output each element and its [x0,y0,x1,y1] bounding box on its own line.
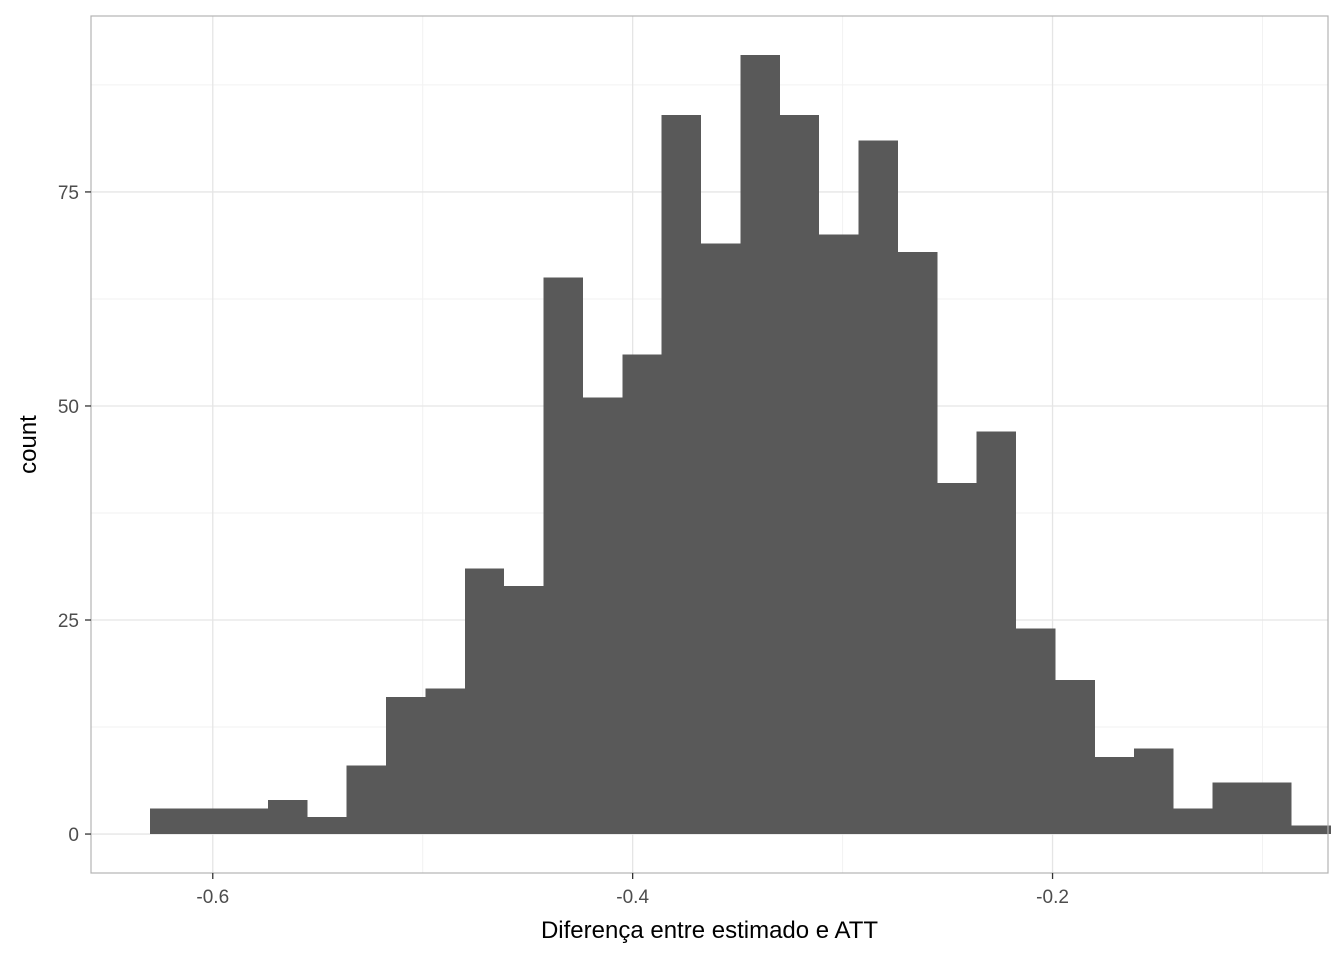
histogram-bar [425,688,465,835]
histogram-bar [779,114,820,835]
y-tick-label: 0 [68,825,79,846]
histogram-bar [661,114,702,835]
histogram-bar [1291,825,1331,835]
histogram-bar [228,808,268,835]
y-tick-label: 50 [58,397,79,418]
histogram-bar [346,765,387,835]
x-axis-title: Diferença entre estimado e ATT [541,917,878,944]
histogram-bar [582,397,623,835]
x-tick-label: -0.2 [1036,887,1069,908]
x-tick-label: -0.4 [616,887,649,908]
histogram-bar [976,431,1017,835]
histogram-bar [189,808,229,835]
histogram-bar [267,799,308,835]
histogram-bar [1055,679,1095,835]
histogram-bar [1134,748,1174,835]
histogram-bar [1173,808,1213,835]
histogram-bar [386,697,426,835]
x-tick-label: -0.6 [196,887,229,908]
histogram-bar [1212,782,1253,835]
x-axis: -0.6 -0.4 -0.2 [196,873,1069,908]
histogram-bar [622,354,662,835]
histogram-bar [937,483,977,835]
histogram-bar [504,585,544,835]
histogram-bar [1094,756,1135,835]
histogram-bars [149,54,1331,835]
plot-panel-border [90,15,1329,874]
histogram-bar [1252,782,1292,835]
histogram-bar [1016,628,1056,835]
histogram-bar [858,140,898,835]
y-axis: 0 25 50 75 [58,183,91,846]
histogram-bar [307,816,347,835]
histogram-bar [543,277,583,835]
histogram-bar [819,234,859,835]
histogram-bar [149,808,190,835]
y-tick-label: 75 [58,183,79,204]
y-tick-label: 25 [58,611,79,632]
histogram-bar [464,568,505,835]
histogram-bar [897,251,938,835]
y-axis-title: count [15,415,42,474]
histogram-bar [740,54,780,835]
histogram-bar [701,243,741,835]
